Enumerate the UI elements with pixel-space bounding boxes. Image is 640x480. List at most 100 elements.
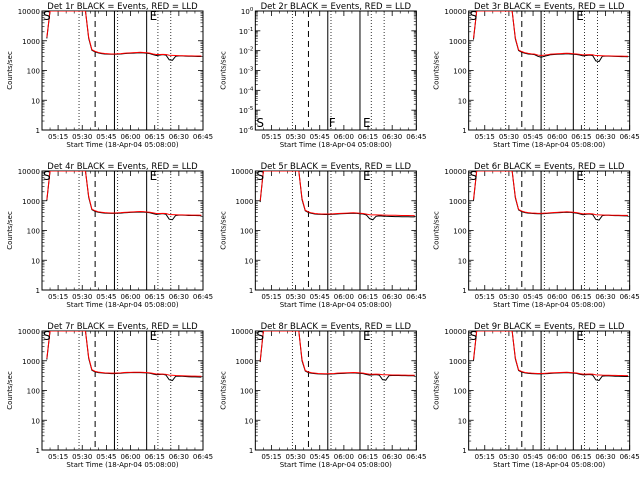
x-tick-label: 05:45: [523, 453, 543, 461]
y-tick-label: 10-1: [239, 27, 253, 36]
plot-frame: [254, 330, 417, 451]
x-tick-label: 06:00: [334, 133, 354, 141]
panel-title: Det 3r BLACK = Events, RED = LLD: [474, 2, 625, 12]
lld-series-line: [46, 331, 202, 377]
y-tick-label: 100: [240, 388, 253, 396]
x-tick-label: 05:15: [475, 453, 495, 461]
y-tick-label: 1000: [449, 198, 467, 206]
end-marker: E: [363, 116, 371, 130]
y-tick-label: 10000: [18, 328, 40, 336]
lld-series-line: [472, 11, 629, 57]
x-axis-label: Start Time (18-Apr-04 05:08:00): [493, 141, 605, 149]
x-tick-label: 05:45: [310, 293, 330, 301]
x-tick-label: 06:15: [358, 133, 378, 141]
x-tick-label: 06:45: [620, 133, 640, 141]
x-tick-label: 05:15: [261, 293, 281, 301]
det-panel-2: Det 2r BLACK = Events, RED = LLD 10-6 10-5…: [219, 2, 426, 149]
start-marker: S: [43, 169, 51, 183]
x-tick-label: 05:45: [96, 453, 116, 461]
y-tick-label: 1000: [449, 38, 467, 46]
plot-frame: [254, 170, 417, 291]
x-tick-label: 06:30: [169, 453, 189, 461]
x-tick-label: 06:45: [406, 293, 426, 301]
y-tick-label: 1000: [22, 358, 40, 366]
start-marker: S: [470, 9, 478, 23]
events-series-line: [472, 11, 629, 63]
x-tick-label: 06:30: [382, 453, 402, 461]
y-tick-label: 10: [31, 97, 40, 105]
x-tick-label: 05:30: [72, 453, 92, 461]
x-axis-label: Start Time (18-Apr-04 05:08:00): [493, 461, 605, 469]
x-tick-label: 05:15: [261, 453, 281, 461]
y-axis-label: Counts/sec: [433, 211, 441, 250]
end-marker: E: [576, 169, 584, 183]
x-tick-label: 06:45: [406, 453, 426, 461]
panel-title: Det 9r BLACK = Events, RED = LLD: [474, 322, 625, 332]
x-tick-label: 06:00: [547, 133, 567, 141]
det-panel-8: Det 8r BLACK = Events, RED = LLD 1 10 100 10…: [219, 322, 426, 469]
x-axis-label: Start Time (18-Apr-04 05:08:00): [66, 141, 178, 149]
y-tick-label: 1: [462, 287, 466, 295]
x-tick-label: 05:15: [48, 133, 68, 141]
y-tick-label: 10: [458, 417, 467, 425]
x-axis-label: Start Time (18-Apr-04 05:08:00): [280, 461, 392, 469]
x-tick-label: 05:45: [96, 133, 116, 141]
det-panel-4: Det 4r BLACK = Events, RED = LLD 1 10 100 10…: [6, 162, 213, 309]
x-tick-label: 06:45: [193, 453, 213, 461]
x-tick-label: 05:15: [475, 133, 495, 141]
plot-frame: [41, 10, 204, 131]
start-marker: S: [43, 9, 51, 23]
x-tick-label: 05:30: [285, 293, 305, 301]
x-tick-label: 06:00: [120, 133, 140, 141]
x-tick-label: 05:45: [310, 133, 330, 141]
end-marker: E: [150, 329, 158, 343]
x-axis-label: Start Time (18-Apr-04 05:08:00): [66, 461, 178, 469]
y-tick-label: 1: [462, 127, 466, 135]
y-tick-label: 100: [241, 7, 254, 16]
plot-frame: [468, 330, 631, 451]
y-tick-label: 10-4: [239, 86, 254, 95]
lld-series-line: [259, 331, 415, 376]
det-panel-5: Det 5r BLACK = Events, RED = LLD 1 10 100 10…: [219, 162, 426, 309]
x-tick-label: 06:45: [406, 133, 426, 141]
x-tick-label: 06:30: [169, 133, 189, 141]
end-marker: E: [576, 9, 584, 23]
plot-frame: [254, 10, 417, 131]
y-tick-label: 10000: [444, 168, 466, 176]
lld-series-line: [46, 11, 202, 57]
end-marker: E: [363, 169, 371, 183]
x-tick-label: 06:30: [382, 133, 402, 141]
panel-title: Det 1r BLACK = Events, RED = LLD: [47, 2, 198, 12]
x-tick-label: 06:15: [145, 453, 165, 461]
x-tick-label: 05:45: [523, 133, 543, 141]
plot-frame: [41, 170, 204, 291]
y-tick-label: 10000: [231, 168, 253, 176]
x-tick-label: 06:00: [547, 453, 567, 461]
x-tick-label: 05:45: [310, 453, 330, 461]
y-axis-label: Counts/sec: [219, 371, 227, 410]
y-tick-label: 1: [36, 287, 40, 295]
x-tick-label: 06:15: [145, 133, 165, 141]
x-tick-label: 05:15: [261, 133, 281, 141]
y-tick-label: 10000: [18, 168, 40, 176]
x-tick-label: 06:30: [595, 133, 615, 141]
y-axis-label: Counts/sec: [433, 51, 441, 90]
y-tick-label: 100: [27, 68, 40, 76]
lld-series-line: [46, 171, 202, 216]
events-series-line: [46, 331, 202, 382]
start-marker: S: [470, 329, 478, 343]
panel-title: Det 7r BLACK = Events, RED = LLD: [47, 322, 198, 332]
panel-title: Det 8r BLACK = Events, RED = LLD: [261, 322, 412, 332]
y-tick-label: 10: [244, 417, 253, 425]
y-tick-label: 1: [36, 127, 40, 135]
y-tick-label: 100: [240, 228, 253, 236]
start-marker: S: [256, 169, 264, 183]
x-tick-label: 05:15: [475, 293, 495, 301]
x-tick-label: 06:30: [595, 453, 615, 461]
x-tick-label: 05:30: [499, 293, 519, 301]
x-tick-label: 05:30: [72, 293, 92, 301]
plot-frame: [468, 170, 631, 291]
x-tick-label: 06:15: [571, 293, 591, 301]
y-tick-label: 10: [244, 257, 253, 265]
